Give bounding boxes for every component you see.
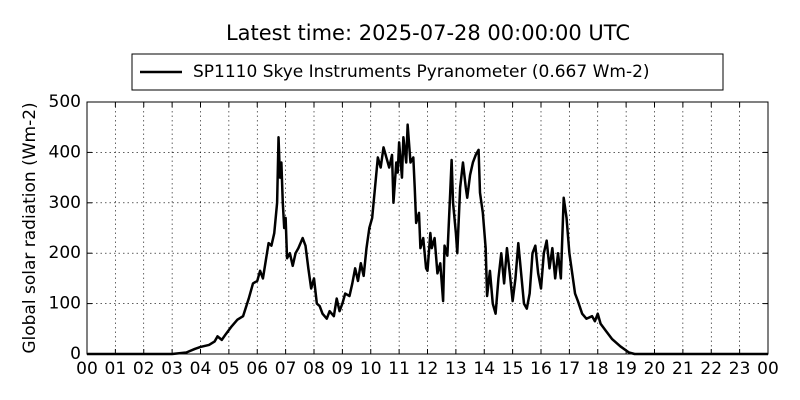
x-tick-label: 01	[105, 359, 127, 379]
data-line	[87, 123, 768, 356]
x-tick-label: 18	[587, 359, 609, 379]
x-tick-label: 21	[672, 359, 694, 379]
x-tick-label: 14	[473, 359, 495, 379]
x-tick-label: 17	[559, 359, 581, 379]
y-tick-label: 0	[70, 344, 81, 364]
x-tick-label: 20	[644, 359, 666, 379]
x-tick-label: 03	[161, 359, 183, 379]
y-tick-label: 300	[49, 193, 81, 213]
x-tick-label: 05	[218, 359, 240, 379]
x-tick-label: 22	[700, 359, 722, 379]
x-tick-label: 19	[615, 359, 637, 379]
x-tick-label: 12	[417, 359, 439, 379]
y-tick-label: 400	[49, 142, 81, 162]
y-tick-label: 100	[49, 294, 81, 314]
x-tick-label: 15	[502, 359, 524, 379]
chart-title: Latest time: 2025-07-28 00:00:00 UTC	[226, 21, 630, 45]
x-tick-label: 16	[530, 359, 552, 379]
y-tick-label: 200	[49, 243, 81, 263]
x-tick-label: 23	[729, 359, 751, 379]
x-tick-label: 07	[275, 359, 297, 379]
y-axis-label: Global solar radiation (Wm-2)	[20, 102, 40, 353]
x-tick-label: 00	[76, 359, 98, 379]
y-tick-label: 500	[49, 92, 81, 112]
x-tick-label: 04	[190, 359, 212, 379]
x-tick-label: 06	[246, 359, 268, 379]
x-tick-label: 13	[445, 359, 467, 379]
plot-frame	[86, 101, 769, 355]
x-tick-label: 02	[133, 359, 155, 379]
x-tick-label: 08	[303, 359, 325, 379]
x-tick-label: 10	[360, 359, 382, 379]
x-tick-label: 00	[757, 359, 779, 379]
x-tick-label: 09	[332, 359, 354, 379]
legend-box	[131, 53, 724, 91]
legend-label: SP1110 Skye Instruments Pyranometer (0.6…	[193, 62, 650, 82]
x-tick-label: 11	[388, 359, 410, 379]
